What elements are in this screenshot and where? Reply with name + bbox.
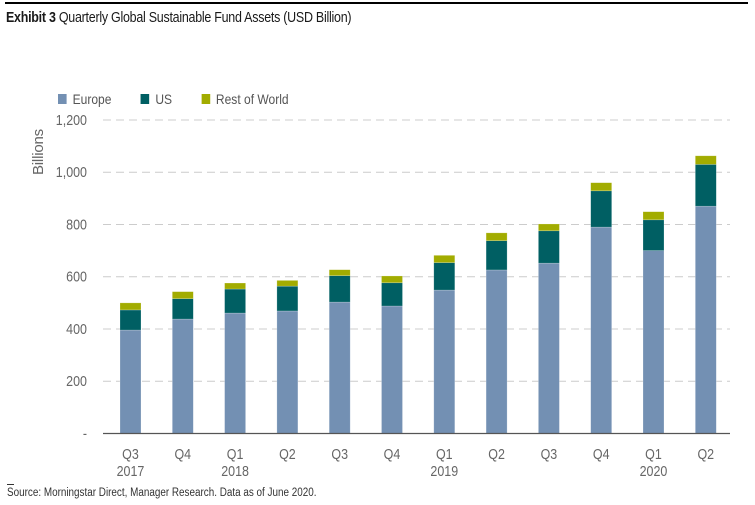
bar-segment-rest-of-world [381,275,403,284]
y-tick-label: 400 [66,321,87,337]
legend-swatch-us [140,94,150,104]
legend-item-us: US [140,91,173,107]
gridlines [103,119,730,382]
source-dash [7,484,14,485]
bar-segment-us [276,285,299,312]
bar-segment-rest-of-world [694,155,717,165]
source-note: Source: Morningstar Direct, Manager Rese… [7,487,317,499]
title-text: Quarterly Global Sustainable Fund Assets… [58,10,352,26]
bar-segment-europe [172,318,194,434]
bar-segment-rest-of-world [433,255,456,263]
bar-segment-europe [224,312,246,434]
x-tick-label-quarter: Q1 [436,446,453,462]
bar-stack [538,223,560,434]
bar-segment-us [119,309,142,331]
bar-segment-rest-of-world [538,223,560,232]
x-tick-label-quarter: Q2 [279,446,296,462]
x-tick-label-quarter: Q1 [227,446,244,462]
bar-segment-europe [694,205,717,434]
x-tick-label-quarter: Q1 [645,446,662,462]
bar-stack [328,269,351,434]
y-tick-label: 1,200 [56,112,87,128]
bar-segment-rest-of-world [276,280,299,287]
bar-segment-rest-of-world [590,182,613,192]
x-tick-label-year: 2020 [640,463,668,479]
y-tick-label: - [83,426,87,442]
bar-segment-europe [328,301,351,434]
bar-stack [642,211,665,434]
y-tick-label: 800 [66,217,87,233]
chart-title: Exhibit 3 Quarterly Global Sustainable F… [6,10,352,26]
bar-stack [276,280,299,434]
bar-segment-rest-of-world [328,269,351,277]
bar-segment-rest-of-world [119,302,142,311]
legend-item-europe: Europe [58,91,111,107]
bar-segment-rest-of-world [485,232,508,241]
bar-stack [694,155,717,434]
legend-item-rest-of-world: Rest of World [201,91,289,107]
legend-swatch-europe [58,94,67,104]
x-tick-label-quarter: Q4 [593,446,610,462]
bar-stack [172,291,194,434]
bar-segment-us [172,298,194,320]
bar-stack [381,275,403,434]
bar-segment-europe [538,262,560,434]
bars [119,155,717,434]
bar-segment-europe [590,226,613,434]
y-tick-label: 1,000 [56,164,87,180]
x-tick-label-quarter: Q2 [697,446,714,462]
bar-segment-rest-of-world [224,282,246,290]
x-tick-label-year: 2017 [117,463,145,479]
x-tick-label-year: 2019 [430,463,458,479]
y-tick-label: 600 [66,269,87,285]
bar-segment-europe [276,310,299,434]
x-tick-label-quarter: Q3 [122,446,139,462]
bar-segment-us [538,230,560,264]
legend-swatch-rest-of-world [201,94,210,104]
bar-stack [224,282,246,434]
bar-segment-rest-of-world [172,291,194,299]
legend: Europe US Rest of World [58,91,318,107]
bar-segment-us [433,262,456,291]
legend-label-europe: Europe [72,91,112,107]
bar-stack [485,232,508,434]
bar-segment-europe [642,250,665,434]
bar-stack [590,182,613,434]
x-tick-label-year: 2018 [221,463,249,479]
x-tick-label-quarter: Q3 [331,446,348,462]
y-tick-label: 200 [66,373,87,389]
bar-stack [119,302,142,434]
exhibit-label: Exhibit 3 [6,10,56,26]
legend-label-rest-of-world: Rest of World [215,91,289,107]
bar-segment-europe [119,329,142,434]
bar-segment-us [485,240,508,271]
bar-stack [433,255,456,434]
bar-segment-rest-of-world [642,211,665,221]
bar-segment-us [224,288,246,314]
x-tick-label-quarter: Q4 [384,446,401,462]
bar-segment-us [590,190,613,228]
bar-segment-europe [485,269,508,434]
x-tick-label-quarter: Q2 [488,446,505,462]
x-tick-label-quarter: Q4 [174,446,191,462]
bar-segment-us [642,219,665,251]
bar-segment-europe [381,305,403,434]
top-rule [5,2,748,4]
bar-segment-us [694,164,717,207]
y-tick-labels: - 200 400 600 800 1,000 1,200 [56,112,87,442]
bar-segment-us [381,282,403,307]
x-tick-label-quarter: Q3 [541,446,558,462]
bar-segment-europe [433,289,456,434]
legend-label-us: US [155,91,173,107]
bar-segment-us [328,275,351,303]
